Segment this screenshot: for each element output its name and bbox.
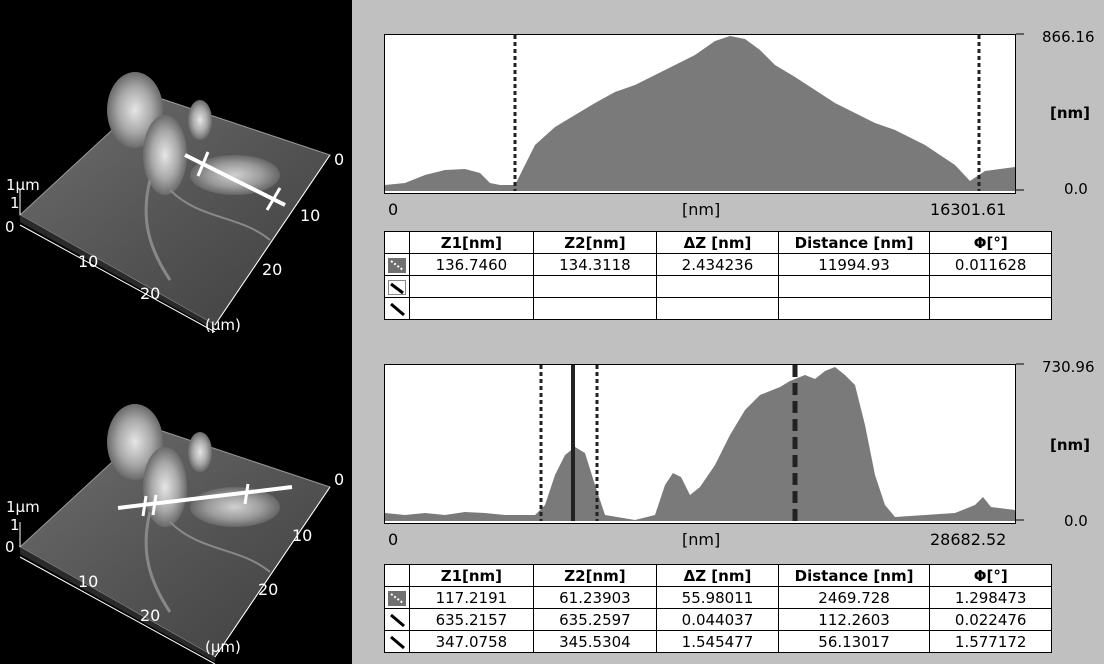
x-tick-20-top: 20 [140, 284, 161, 303]
table-row[interactable] [383, 275, 1052, 298]
y-tick-0-top: 0 [334, 150, 345, 169]
x-unit-label-bottom: [nm] [682, 530, 721, 549]
z2-cell [532, 297, 658, 320]
distance-cell [777, 275, 931, 298]
x-tick-10-bottom: 10 [78, 572, 99, 591]
profile-area-top [385, 36, 1015, 191]
dz-cell: 55.98011 [656, 586, 779, 609]
z1-cell [409, 297, 534, 320]
table-row[interactable]: 347.0758 345.5304 1.545477 56.13017 1.57… [383, 630, 1052, 653]
y-max-label-bottom: 730.96 [1042, 358, 1095, 376]
afm-3d-image-bottom [19, 404, 331, 664]
z-tick-label-bottom: 1 [10, 516, 20, 534]
y-ticks-bottom [1016, 363, 1024, 521]
dz-cell: 2.434236 [656, 253, 779, 276]
z2-cell: 635.2597 [532, 608, 658, 631]
col-distance: Distance [nm] [777, 231, 931, 254]
cursor-pair-icon[interactable] [383, 608, 411, 631]
phi-cell: 1.298473 [929, 586, 1052, 609]
y-max-label-top: 866.16 [1042, 28, 1095, 46]
z2-cell [532, 275, 658, 298]
table-row[interactable]: 117.2191 61.23903 55.98011 2469.728 1.29… [383, 586, 1052, 609]
col-z2: Z2[nm] [532, 231, 658, 254]
table-row[interactable]: 635.2157 635.2597 0.044037 112.2603 0.02… [383, 608, 1052, 631]
dz-cell: 0.044037 [656, 608, 779, 631]
y-unit-label-top: [nm] [1050, 104, 1091, 122]
table-row[interactable]: 136.7460 134.3118 2.434236 11994.93 0.01… [383, 253, 1052, 276]
x-unit-label-top: [nm] [682, 200, 721, 219]
col-dz: ΔZ [nm] [656, 564, 779, 587]
x-end-label-bottom: 28682.52 [930, 530, 1007, 549]
col-phi: Φ[°] [929, 564, 1052, 587]
dz-cell [656, 275, 779, 298]
z2-cell: 61.23903 [532, 586, 658, 609]
z-scale-label-bottom: 1μm [6, 498, 40, 516]
profile-analysis-panel: 866.16 [nm] 0.0 0 [nm] 16301.61 Z1[nm] Z… [352, 0, 1104, 664]
x-end-label-top: 16301.61 [930, 200, 1007, 219]
dz-cell: 1.545477 [656, 630, 779, 653]
profile-area-bottom [385, 367, 1015, 521]
table-row[interactable] [383, 297, 1052, 320]
cursor-pair-icon[interactable] [383, 586, 411, 609]
phi-cell [929, 297, 1052, 320]
z1-cell: 117.2191 [409, 586, 534, 609]
cursor-pair-icon[interactable] [383, 275, 411, 298]
col-distance: Distance [nm] [777, 564, 931, 587]
origin-label-bottom: 0 [5, 538, 15, 556]
z-scale-label-top: 1μm [6, 176, 40, 194]
dz-cell [656, 297, 779, 320]
afm-image-column: 1μm 1 0 10 20 0 10 20 (μm) 1μm 1 0 10 20… [0, 0, 352, 664]
z1-cell: 635.2157 [409, 608, 534, 631]
afm-3d-image-top [19, 72, 331, 332]
y-min-label-top: 0.0 [1064, 180, 1088, 198]
profile-graph-bottom[interactable] [384, 364, 1016, 524]
z2-cell: 134.3118 [532, 253, 658, 276]
distance-cell: 56.13017 [777, 630, 931, 653]
unit-label-top: (μm) [205, 316, 241, 334]
cursor-pair-icon[interactable] [383, 253, 411, 276]
measurement-table-bottom: Z1[nm] Z2[nm] ΔZ [nm] Distance [nm] Φ[°]… [383, 564, 1052, 653]
col-z2: Z2[nm] [532, 564, 658, 587]
origin-label-top: 0 [5, 218, 15, 236]
y-min-label-bottom: 0.0 [1064, 512, 1088, 530]
x-tick-20-bottom: 20 [140, 606, 161, 625]
distance-cell: 2469.728 [777, 586, 931, 609]
z-tick-label-top: 1 [10, 194, 20, 212]
col-phi: Φ[°] [929, 231, 1052, 254]
phi-cell: 0.022476 [929, 608, 1052, 631]
col-z1: Z1[nm] [409, 564, 534, 587]
z1-cell: 347.0758 [409, 630, 534, 653]
table-header-row: Z1[nm] Z2[nm] ΔZ [nm] Distance [nm] Φ[°] [383, 564, 1052, 587]
y-unit-label-bottom: [nm] [1050, 436, 1091, 454]
z1-cell: 136.7460 [409, 253, 534, 276]
col-dz: ΔZ [nm] [656, 231, 779, 254]
z2-cell: 345.5304 [532, 630, 658, 653]
y-tick-10-bottom: 10 [292, 526, 313, 545]
distance-cell [777, 297, 931, 320]
y-ticks-top [1016, 33, 1024, 191]
icon-header-cell [383, 564, 411, 587]
y-tick-20-bottom: 20 [258, 580, 279, 599]
y-tick-20-top: 20 [262, 260, 283, 279]
col-z1: Z1[nm] [409, 231, 534, 254]
x-start-label-top: 0 [388, 200, 399, 219]
x-tick-10-top: 10 [78, 252, 99, 271]
x-start-label-bottom: 0 [388, 530, 399, 549]
distance-cell: 11994.93 [777, 253, 931, 276]
cursor-pair-icon[interactable] [383, 630, 411, 653]
profile-graph-top[interactable] [384, 34, 1016, 194]
phi-cell [929, 275, 1052, 298]
y-tick-10-top: 10 [300, 206, 321, 225]
icon-header-cell [383, 231, 411, 254]
phi-cell: 1.577172 [929, 630, 1052, 653]
phi-cell: 0.011628 [929, 253, 1052, 276]
y-tick-0-bottom: 0 [334, 470, 345, 489]
table-header-row: Z1[nm] Z2[nm] ΔZ [nm] Distance [nm] Φ[°] [383, 231, 1052, 254]
distance-cell: 112.2603 [777, 608, 931, 631]
unit-label-bottom: (μm) [205, 638, 241, 656]
cursor-pair-icon[interactable] [383, 297, 411, 320]
measurement-table-top: Z1[nm] Z2[nm] ΔZ [nm] Distance [nm] Φ[°]… [383, 231, 1052, 320]
profile-line-bottom [117, 485, 293, 510]
z1-cell [409, 275, 534, 298]
